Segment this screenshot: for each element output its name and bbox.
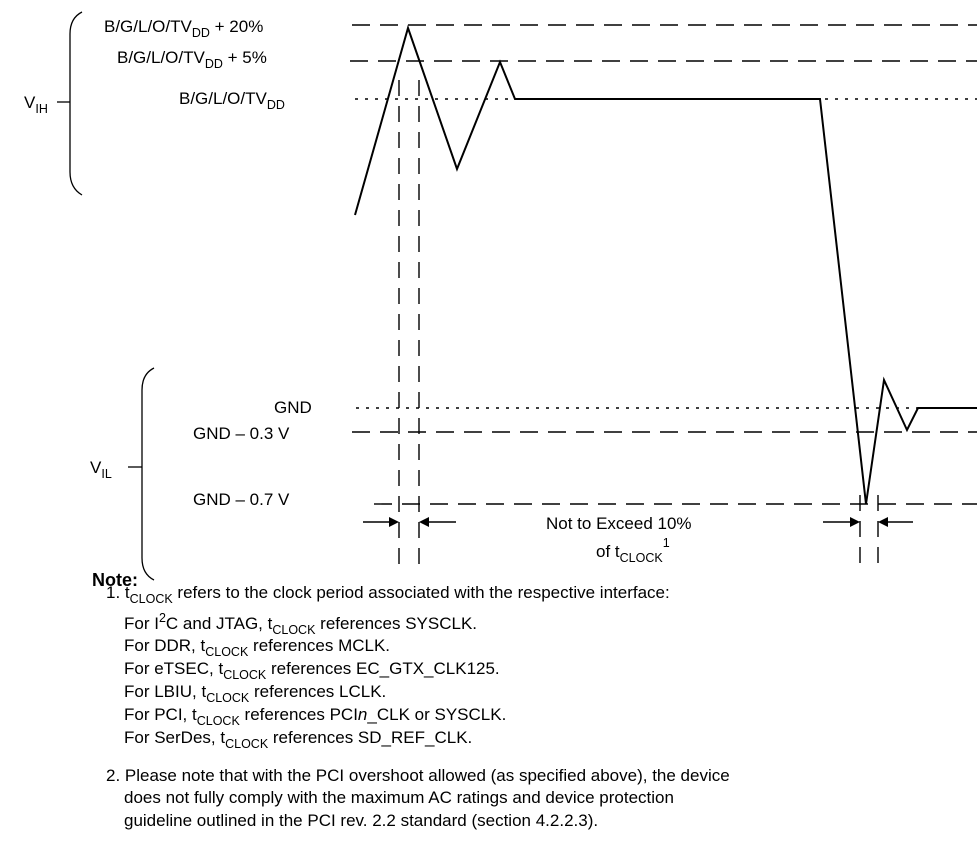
note-ref-lbiu: For LBIU, tCLOCK references LCLK.: [124, 682, 386, 705]
vih-bracket: [69, 11, 83, 196]
overshoot-waveform: [354, 24, 867, 505]
vil-label: VIL: [90, 458, 112, 481]
limit-label-background: [530, 508, 740, 568]
note-item-2-line-3: guideline outlined in the PCI rev. 2.2 s…: [124, 811, 598, 830]
note-ref-ddr: For DDR, tCLOCK references MCLK.: [124, 636, 390, 659]
limit-label-line1: Not to Exceed 10%: [546, 514, 692, 533]
level-label-gnd: GND: [274, 398, 312, 417]
note-ref-i2c-jtag: For I2C and JTAG, tCLOCK references SYSC…: [124, 611, 477, 637]
note-item-2-line-2: does not fully comply with the maximum A…: [124, 788, 674, 807]
undershoot-waveform: [865, 376, 977, 505]
level-label-vdd-plus-5: B/G/L/O/TVDD + 5%: [117, 48, 267, 71]
level-label-vdd: B/G/L/O/TVDD: [179, 89, 285, 112]
arrowhead-right-1: [419, 517, 429, 527]
arrowhead-right-2: [878, 517, 888, 527]
note-item-1: 1. tCLOCK refers to the clock period ass…: [106, 583, 670, 606]
vil-bracket: [141, 367, 155, 581]
level-label-gnd-minus-0-3: GND – 0.3 V: [193, 424, 290, 443]
note-ref-serdes: For SerDes, tCLOCK references SD_REF_CLK…: [124, 728, 472, 751]
limit-label-line2: of tCLOCK1: [596, 536, 670, 565]
vih-label: VIH: [24, 93, 48, 116]
level-label-gnd-minus-0-7: GND – 0.7 V: [193, 490, 290, 509]
level-label-vdd-plus-20: B/G/L/O/TVDD + 20%: [104, 17, 263, 40]
arrowhead-left-2: [850, 517, 860, 527]
note-title: Note:: [92, 570, 138, 590]
arrowhead-left-1: [389, 517, 399, 527]
note-ref-etsec: For eTSEC, tCLOCK references EC_GTX_CLK1…: [124, 659, 500, 682]
note-item-2-line-1: 2. Please note that with the PCI oversho…: [106, 766, 730, 785]
note-ref-pci: For PCI, tCLOCK references PCIn_CLK or S…: [124, 705, 506, 728]
